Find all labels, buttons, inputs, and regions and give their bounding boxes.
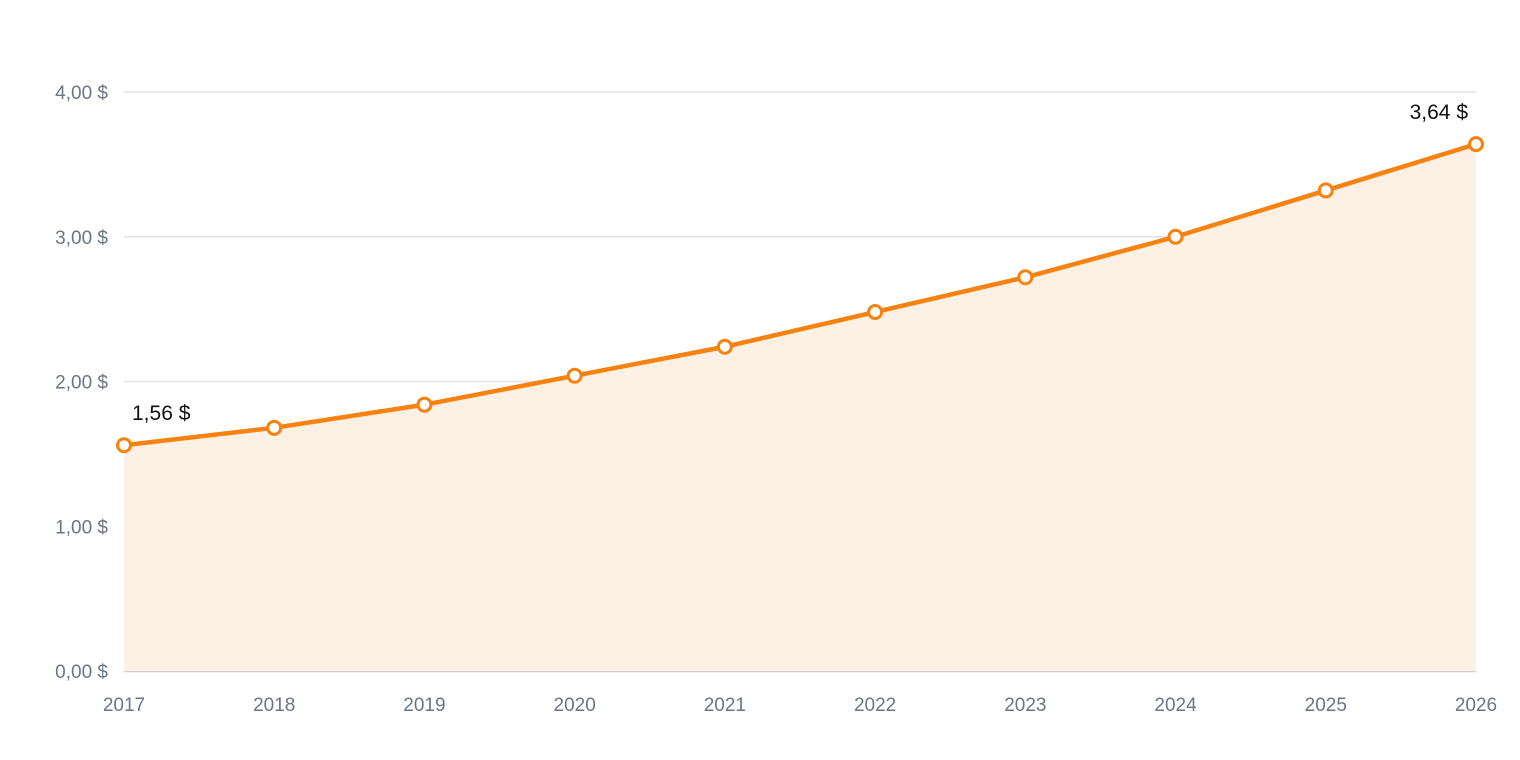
y-tick-label: 1,00 $ <box>55 517 108 538</box>
x-tick-label: 2021 <box>704 695 746 716</box>
data-point-2017[interactable] <box>116 437 132 454</box>
data-label-layer: 1,56 $ 3,64 $ <box>132 101 1468 425</box>
data-label-2026: 3,64 $ <box>1410 101 1469 124</box>
data-point-2026[interactable] <box>1468 136 1484 153</box>
x-tick-label: 2020 <box>554 695 596 716</box>
x-axis: 2017 2018 2019 2020 2021 2022 2023 2024 2025 2026 <box>103 695 1497 716</box>
marker-layer <box>116 136 1484 454</box>
data-point-2019[interactable] <box>416 396 433 413</box>
x-tick-label: 2025 <box>1305 695 1347 716</box>
data-point-2022[interactable] <box>867 304 884 321</box>
x-tick-label: 2023 <box>1004 695 1046 716</box>
x-tick-label: 2018 <box>253 695 295 716</box>
y-tick-label: 4,00 $ <box>55 83 108 104</box>
y-tick-label: 2,00 $ <box>55 373 108 394</box>
data-point-2023[interactable] <box>1017 269 1034 286</box>
data-label-2017: 1,56 $ <box>132 402 191 425</box>
series-line <box>121 141 1479 448</box>
data-point-2021[interactable] <box>716 338 733 355</box>
data-point-2025[interactable] <box>1317 182 1334 199</box>
y-axis: 0,00 $ 1,00 $ 2,00 $ 3,00 $ 4,00 $ <box>55 83 108 683</box>
x-tick-label: 2026 <box>1455 695 1497 716</box>
data-point-2024[interactable] <box>1167 228 1184 245</box>
y-tick-label: 3,00 $ <box>55 228 108 249</box>
x-tick-label: 2022 <box>854 695 896 716</box>
x-tick-label: 2019 <box>403 695 445 716</box>
x-tick-label: 2024 <box>1154 695 1197 716</box>
data-point-2020[interactable] <box>566 367 583 384</box>
x-tick-label: 2017 <box>103 695 145 716</box>
y-tick-label: 0,00 $ <box>55 662 108 683</box>
data-point-2018[interactable] <box>266 419 283 436</box>
area-layer <box>124 144 1476 672</box>
line-layer <box>121 141 1479 448</box>
area-fill <box>124 144 1476 672</box>
